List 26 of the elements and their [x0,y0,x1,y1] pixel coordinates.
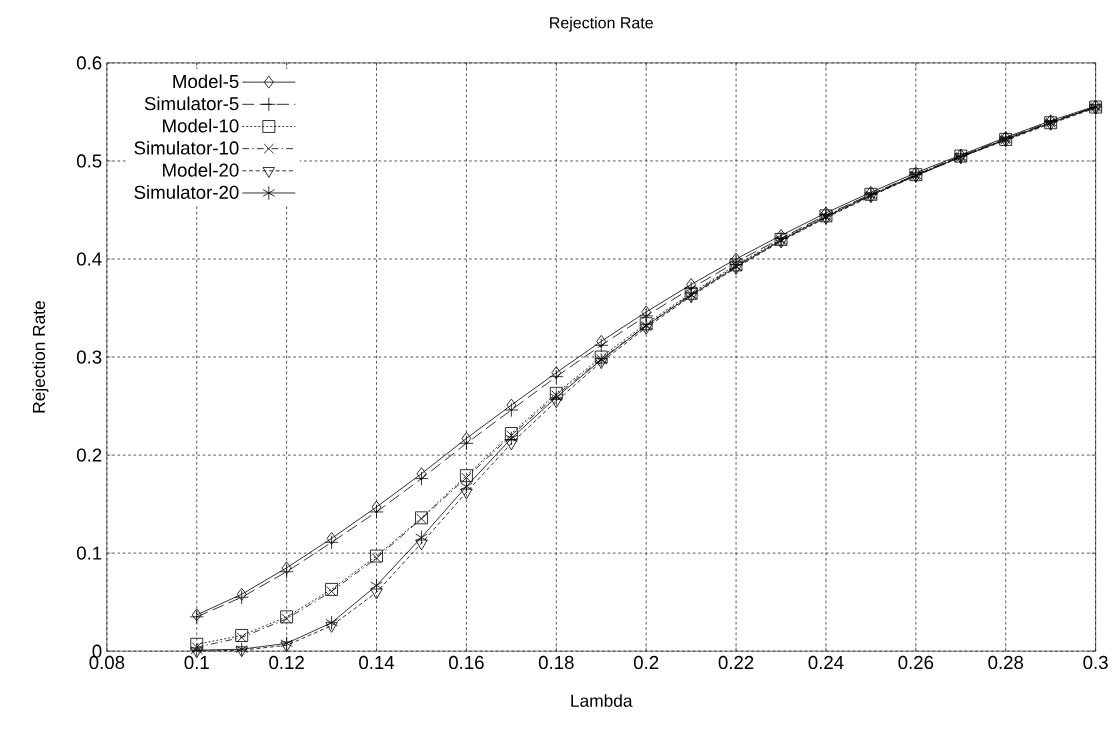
x-tick-label: 0.3 [1083,655,1108,670]
x-tick-label: 0.2 [633,655,659,670]
legend-label: Simulator-5 [144,96,239,111]
legend-label: Simulator-10 [134,140,239,155]
x-axis-title: Lambda [571,694,633,707]
legend-label: Simulator-20 [134,185,239,199]
legend-label: Model-20 [163,163,239,177]
chart-title: Rejection Rate [550,16,653,32]
x-tick-label: 0.28 [988,655,1024,670]
x-tick-label: 0.26 [898,655,934,670]
y-axis-title: Rejection Rate [32,301,49,413]
y-tick-label: 0.3 [76,350,102,364]
legend-label: Model-10 [163,118,239,133]
x-tick-label: 0.12 [269,655,304,670]
y-tick-label: 0.1 [76,546,102,560]
x-tick-label: 0.24 [808,655,844,670]
y-tick-label: 0.4 [76,252,102,266]
y-tick-label: 0.6 [76,56,102,70]
x-tick-label: 0.18 [538,655,574,670]
y-tick-label: 0.2 [76,448,102,462]
x-tick-label: 0.22 [718,655,754,670]
x-tick-label: 0.14 [359,655,395,670]
y-tick-label: 0.5 [76,154,102,168]
legend-label: Model-5 [173,74,239,89]
x-tick-label: 0.1 [184,655,209,670]
x-tick-label: 0.16 [449,655,484,670]
